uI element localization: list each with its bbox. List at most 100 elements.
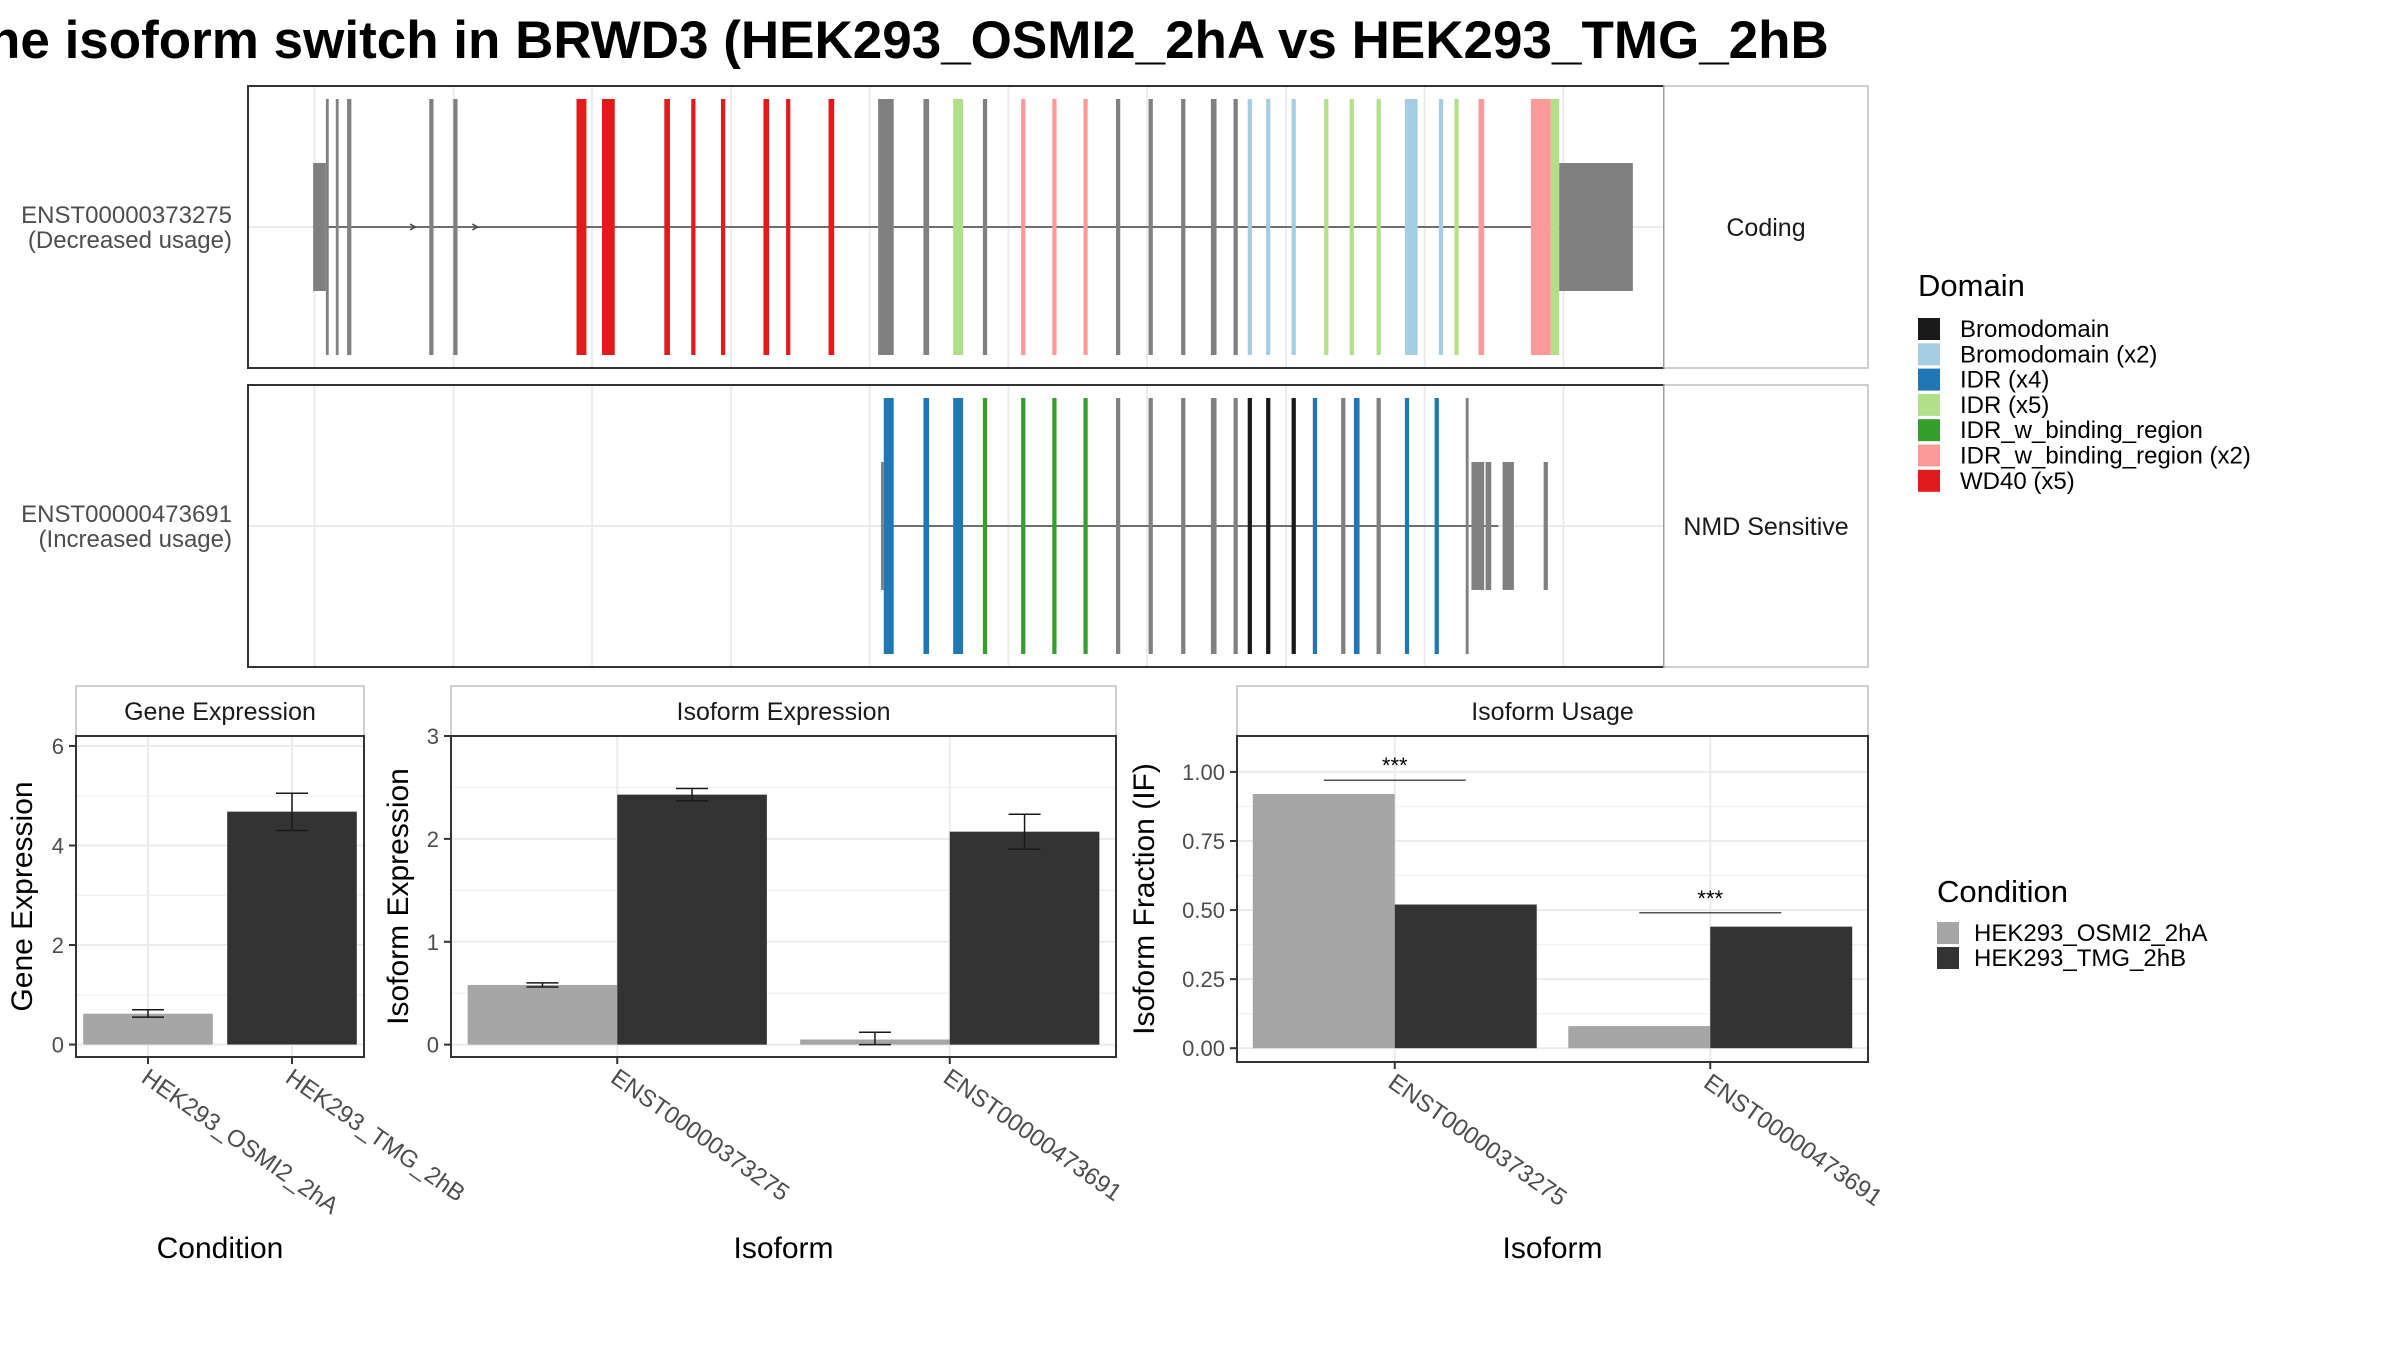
domain-legend-label: Bromodomain [1960, 316, 2109, 343]
domain-legend-label: IDR (x5) [1960, 392, 2049, 419]
exon-block [923, 99, 930, 355]
exon-block [1181, 398, 1186, 654]
y-axis-label: Gene Expression [6, 781, 39, 1011]
exon-block [1247, 398, 1252, 654]
y-tick-label: 1.00 [1182, 760, 1225, 785]
exon-block [1233, 398, 1238, 654]
exon-block [1148, 99, 1153, 355]
exon-block [313, 163, 326, 291]
domain-legend-key [1918, 393, 1940, 416]
domain-legend-label: IDR_w_binding_region (x2) [1960, 443, 2251, 470]
exon-block [1266, 398, 1271, 654]
exon-block [691, 99, 696, 355]
condition-legend-key [1937, 947, 1959, 969]
strand-arrow [472, 223, 479, 231]
panel-title: Gene Expression [124, 698, 316, 726]
y-tick-label: 2 [52, 933, 64, 958]
bar-tmg-0 [617, 794, 767, 1045]
plot-border [75, 735, 365, 1058]
exon-block [576, 99, 587, 355]
exon-block [1266, 99, 1271, 355]
y-tick-label: 0.50 [1182, 898, 1225, 923]
domain-legend-label: Bromodomain (x2) [1960, 341, 2157, 368]
exon-block [325, 99, 329, 355]
exon-block [1312, 398, 1318, 654]
exon-block [1404, 398, 1410, 654]
exon-block [953, 99, 964, 355]
y-tick-label: 0.00 [1182, 1036, 1225, 1061]
condition-legend-title: Condition [1937, 874, 2068, 909]
exon-block [982, 99, 988, 355]
exon-block [1210, 99, 1217, 355]
panel-title: Isoform Expression [677, 698, 891, 726]
panel-title: Isoform Usage [1471, 698, 1634, 726]
condition-legend-label: HEK293_TMG_2hB [1974, 945, 2186, 972]
exon-block [1543, 462, 1548, 590]
exon-block [880, 462, 884, 590]
exon-block [335, 99, 339, 355]
bar-tmg-0 [1394, 904, 1537, 1049]
y-tick-label: 0 [52, 1033, 64, 1058]
bar-osmi2-0 [1252, 794, 1395, 1049]
x-tick-label: ENST00000473691 [938, 1064, 1126, 1207]
bar-osmi2-0 [467, 984, 618, 1045]
y-tick-label: 0 [427, 1033, 439, 1058]
y-axis-label: Isoform Expression [382, 768, 415, 1025]
exon-block [347, 99, 352, 355]
exon-block [1530, 99, 1551, 355]
bar-0 [83, 1013, 213, 1045]
significance-label: *** [1697, 886, 1723, 911]
exon-block [1052, 99, 1057, 355]
exon-block [1233, 99, 1238, 355]
exon-block [1559, 163, 1633, 291]
exon-block [1291, 398, 1296, 654]
exon-block [1181, 99, 1186, 355]
transcript-usage-label-0: (Decreased usage) [28, 227, 232, 254]
exon-block [1550, 99, 1560, 355]
bar-osmi2-1 [1568, 1026, 1711, 1049]
bar-tmg-1 [949, 831, 1100, 1045]
exon-block [1210, 398, 1217, 654]
exon-block [828, 99, 835, 355]
condition-legend-label: HEK293_OSMI2_2hA [1974, 920, 2207, 947]
y-tick-label: 0.75 [1182, 829, 1225, 854]
y-tick-label: 2 [427, 827, 439, 852]
exon-block [1376, 99, 1381, 355]
figure-title: he isoform switch in BRWD3 (HEK293_OSMI2… [0, 11, 1829, 70]
exon-block [1454, 99, 1459, 355]
y-tick-label: 0.25 [1182, 967, 1225, 992]
panel-title-strip [450, 685, 1117, 737]
y-tick-label: 6 [52, 734, 64, 759]
exon-block [1116, 99, 1121, 355]
exon-block [1083, 398, 1088, 654]
exon-block [1291, 99, 1296, 355]
exon-block [883, 398, 894, 654]
transcript-usage-label-1: (Increased usage) [39, 526, 232, 553]
exon-block [1465, 398, 1469, 654]
isoform-structure-panel: Coding ENST00000373275(Decreased usage) NM… [21, 85, 1869, 668]
exon-block [453, 99, 458, 355]
exon-block [763, 99, 770, 355]
exon-block [1052, 398, 1057, 654]
domain-legend-key [1918, 469, 1940, 492]
y-tick-label: 4 [52, 833, 64, 858]
exon-block [982, 398, 988, 654]
exon-block [720, 99, 726, 355]
domain-legend-key [1918, 419, 1940, 442]
exon-block [1247, 99, 1252, 355]
exon-block [1404, 99, 1418, 355]
panel-title-strip [1236, 685, 1869, 737]
transcript-id-label-1: ENST00000473691 [21, 501, 232, 528]
bar-tmg-1 [1710, 926, 1853, 1049]
isoform-usage-panel: Isoform Usage 0.00 0.25 0.50 0.75 1.00 *** *** E… [1128, 685, 1887, 1265]
domain-legend-key [1918, 343, 1940, 366]
exon-block [1478, 99, 1485, 355]
category-label-1: NMD Sensitive [1683, 513, 1848, 541]
plot-border [450, 735, 1117, 1058]
y-tick-label: 3 [427, 724, 439, 749]
exon-block [1349, 99, 1354, 355]
exon-block [664, 99, 670, 355]
exon-block [1471, 462, 1485, 590]
